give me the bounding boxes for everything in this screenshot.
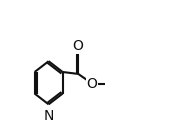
Text: O: O <box>72 39 83 53</box>
Text: N: N <box>43 109 54 123</box>
Text: O: O <box>87 77 98 91</box>
